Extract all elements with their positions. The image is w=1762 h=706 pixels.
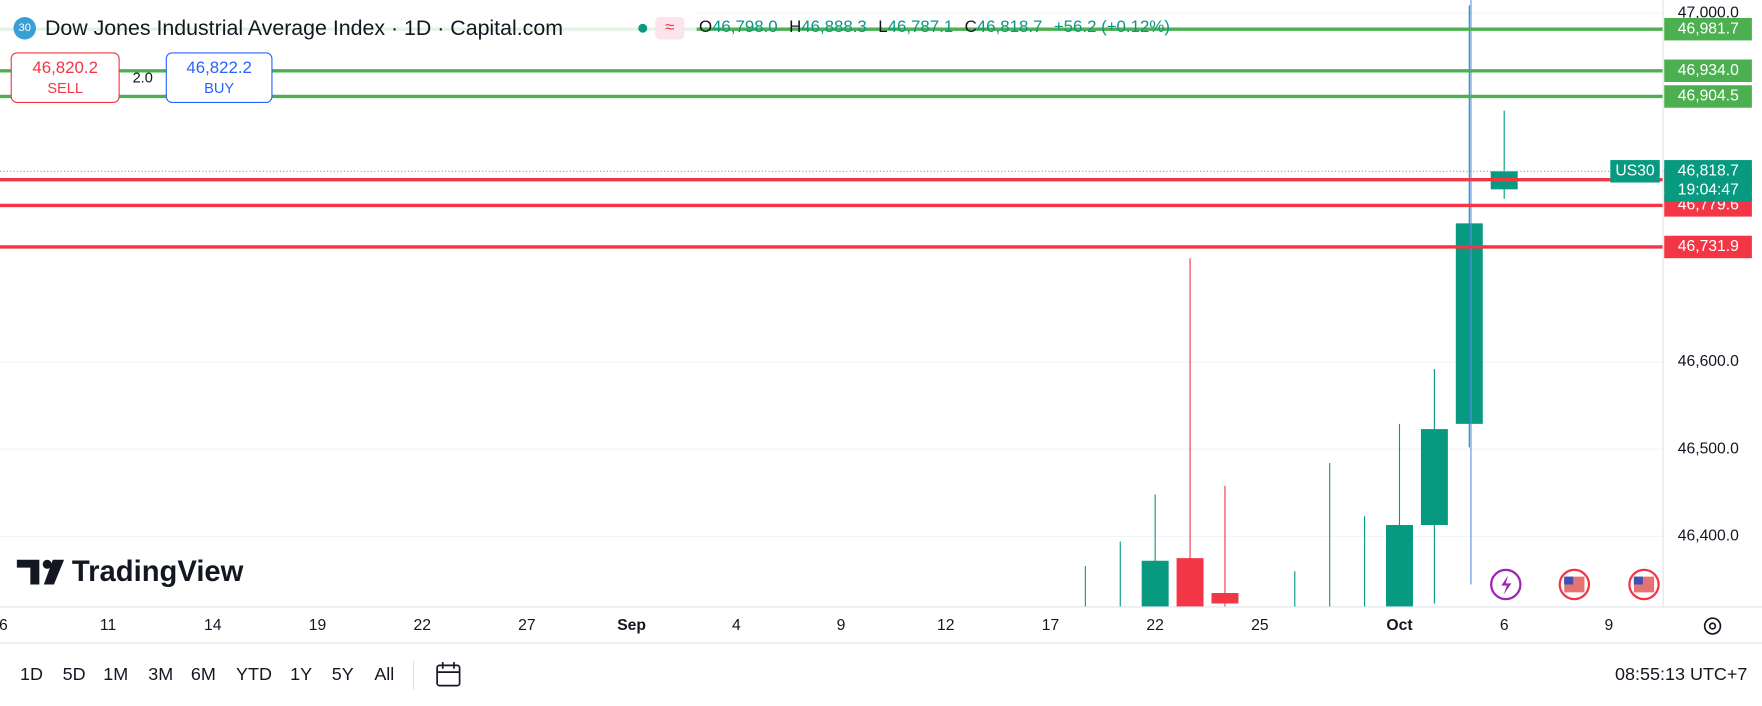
symbol-label: US30 — [1615, 162, 1655, 179]
buy-label: BUY — [204, 81, 234, 97]
last-price-label: 46,818.7 — [1678, 162, 1739, 179]
range-button[interactable]: 1D — [20, 664, 43, 684]
header-bg — [0, 11, 697, 46]
sell-label: SELL — [47, 81, 83, 97]
ohlc-value: 46,818.7 — [977, 18, 1043, 37]
x-tick-label: 14 — [204, 617, 222, 634]
x-tick-label: 9 — [1605, 617, 1614, 634]
x-tick-label: Sep — [617, 617, 646, 634]
ohlc-key: H — [789, 18, 801, 37]
range-button[interactable]: YTD — [236, 664, 272, 684]
ohlc-key: O — [699, 18, 712, 37]
x-tick-label: 17 — [1042, 617, 1059, 634]
axis: 46,400.0 46,500.0 46,600.0 47,000.0 6 11 14 19 2… — [0, 4, 1752, 634]
x-tick-label: 22 — [413, 617, 430, 634]
date-range-icon[interactable] — [436, 662, 461, 687]
x-tick-label: 6 — [1500, 617, 1509, 634]
range-button[interactable]: 1Y — [290, 664, 312, 684]
candle-body — [1176, 558, 1204, 607]
range-button[interactable]: 6M — [191, 664, 216, 684]
badge — [13, 17, 36, 40]
y-tick-label: 47,000.0 — [1678, 4, 1739, 21]
price-label-bg — [1664, 59, 1752, 83]
ohlc-key: C — [965, 18, 977, 37]
y-tick-label: 46,500.0 — [1678, 440, 1739, 457]
logo — [16, 559, 65, 585]
price-label: 46,981.7 — [1678, 20, 1739, 37]
status-dot — [638, 23, 648, 33]
countdown: 19:04:47 — [1678, 182, 1739, 199]
candle-body — [1420, 429, 1448, 526]
range-button[interactable]: 5D — [63, 664, 86, 684]
range-button[interactable]: 3M — [148, 664, 173, 684]
flag-icon[interactable] — [1628, 568, 1660, 601]
range-button[interactable]: 5Y — [332, 664, 354, 684]
spread: 2.0 — [133, 71, 153, 87]
settings-icon[interactable] — [1703, 617, 1722, 635]
x-tick-label: 9 — [837, 617, 846, 634]
price-label-bg — [1664, 17, 1752, 41]
x-tick-label: 22 — [1146, 617, 1163, 634]
x-tick-label: 4 — [732, 617, 741, 634]
x-tick-label: 27 — [518, 617, 535, 634]
candle-body — [1141, 560, 1169, 607]
candle-body — [1455, 223, 1483, 424]
change: +56.2 (+0.12%) — [1054, 18, 1170, 37]
x-tick-label: 25 — [1251, 617, 1269, 634]
candle-body — [1386, 525, 1413, 607]
range-button[interactable]: 1M — [103, 664, 128, 684]
ohlc-value: 46,888.3 — [801, 18, 867, 37]
clock[interactable]: 08:55:13 UTC+7 — [1615, 664, 1747, 684]
x-tick-label: 19 — [309, 617, 326, 634]
y-tick-label: 46,600.0 — [1678, 353, 1739, 370]
ohlc: O46,798.0 H46,888.3 L46,787.1 C46,818.7 … — [699, 18, 1170, 37]
range-button[interactable]: All — [374, 664, 394, 684]
candle-body — [1211, 593, 1239, 604]
x-tick-label: 11 — [100, 617, 116, 634]
watermark: TradingView — [72, 556, 244, 588]
symbol-bg — [1610, 160, 1660, 183]
buy-price: 46,822.2 — [186, 58, 252, 77]
x-tick-label: Oct — [1386, 617, 1413, 634]
closed-badge — [655, 17, 685, 40]
ohlc-key: L — [878, 18, 887, 37]
price-label: 46,731.9 — [1678, 238, 1739, 255]
toolbar: 1D 5D 1M 3M 6M YTD 1Y 5Y All — [20, 664, 394, 684]
price-label-bg — [1664, 235, 1752, 259]
badge-text: 30 — [18, 22, 30, 34]
flag-icon[interactable] — [1558, 568, 1591, 601]
event-icon-bolt — [1501, 575, 1512, 595]
ohlc-value: 46,787.1 — [888, 18, 954, 37]
x-tick-label: 6 — [0, 617, 8, 634]
y-tick-label: 46,400.0 — [1678, 527, 1739, 544]
price-label-bg — [1664, 85, 1752, 108]
closed-icon: ≈ — [665, 18, 674, 37]
x-tick-label: 12 — [937, 617, 954, 634]
buy-button[interactable] — [165, 52, 273, 103]
sell-button[interactable] — [10, 52, 120, 103]
price-label: 46,904.5 — [1678, 88, 1739, 105]
price-label: 46,934.0 — [1678, 62, 1739, 79]
last-price-bg — [1664, 160, 1752, 202]
sell-price: 46,820.2 — [32, 58, 98, 77]
candles — [1084, 5, 1518, 607]
ohlc-value: 46,798.0 — [712, 18, 778, 37]
title[interactable]: Dow Jones Industrial Average Index · 1D … — [45, 16, 563, 40]
